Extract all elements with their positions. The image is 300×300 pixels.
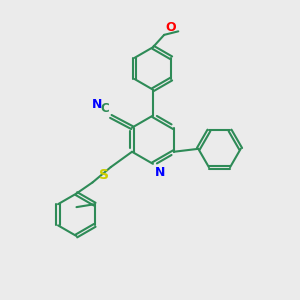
Text: C: C (100, 102, 109, 115)
Text: O: O (165, 21, 175, 34)
Text: N: N (154, 166, 165, 178)
Text: S: S (99, 168, 109, 182)
Text: N: N (92, 98, 103, 110)
